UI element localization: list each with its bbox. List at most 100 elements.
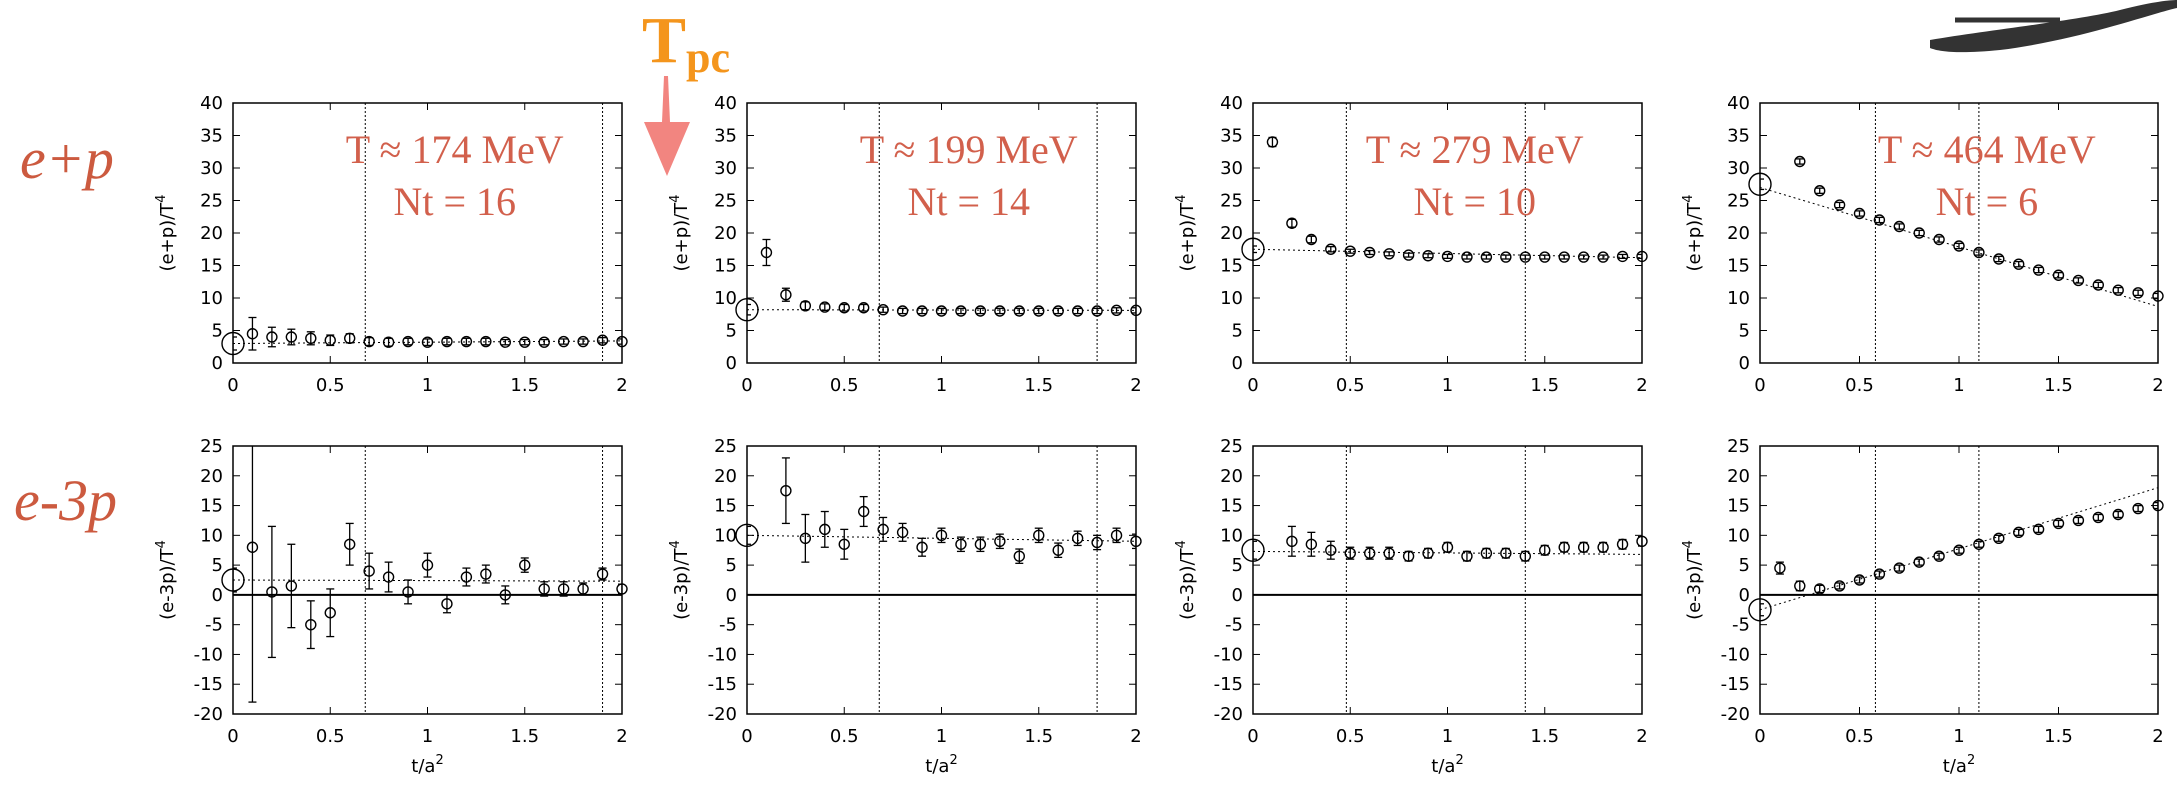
point: [324, 607, 336, 619]
y-tick-label: -20: [194, 704, 223, 725]
point: [2032, 523, 2045, 536]
plot-frame: [1759, 102, 2159, 364]
point: [1933, 233, 1945, 246]
point: [344, 332, 356, 344]
y-tick-label: 10: [714, 288, 737, 309]
y-tick-label: -5: [1225, 615, 1243, 636]
point: [1794, 580, 1806, 592]
point: [2012, 526, 2025, 539]
y-tick-label: 15: [1727, 496, 1750, 517]
x-tick-label: 1: [936, 726, 947, 747]
y-tick-label: 0: [726, 585, 737, 606]
point: [1422, 547, 1434, 559]
x-tick-label: 1.5: [1024, 726, 1053, 747]
plot-frame: [1759, 445, 2159, 715]
point: [1480, 547, 1493, 559]
x-tick-label: 0.5: [830, 726, 859, 747]
x-tick-label: 0: [741, 375, 752, 396]
y-tick-label: 15: [714, 496, 737, 517]
y-tick-label: 5: [212, 321, 223, 342]
y-tick-label: -15: [1214, 674, 1243, 695]
y-tick-label: 5: [726, 555, 737, 576]
y-tick-label: 25: [1727, 436, 1750, 457]
annotation: T ≈ 464 MeV: [1878, 127, 2096, 172]
point: [402, 586, 414, 598]
point: [1461, 251, 1473, 263]
point: [1913, 227, 1925, 239]
x-tick-label: 0.5: [1845, 375, 1874, 396]
x-tick-label: 0.5: [316, 726, 345, 747]
x-axis-label: t/a2: [1431, 753, 1463, 777]
point: [1422, 250, 1434, 262]
point: [2092, 279, 2105, 291]
y-tick-label: 25: [200, 436, 223, 457]
point: [557, 335, 570, 348]
x-label-sup: 2: [949, 753, 957, 768]
point: [955, 305, 967, 317]
x-tick-label: 2: [2152, 375, 2163, 396]
x-tick-label: 1: [936, 375, 947, 396]
panel: 0 5 10 15 20 25 30 35 40 0 0.5 1 1.5 2 (e+p)/T4 T ≈ 279…: [1174, 93, 1648, 396]
point: [460, 335, 473, 348]
point: [799, 300, 812, 312]
point: [538, 583, 550, 595]
y-tick-label: 35: [714, 126, 737, 147]
fit-line: [1760, 487, 2158, 611]
tpc-arrow: [644, 76, 690, 176]
y-tick-label: -10: [708, 644, 737, 665]
y-tick-label: -5: [1732, 615, 1750, 636]
point: [1813, 583, 1826, 595]
point: [2132, 502, 2144, 515]
point: [760, 246, 773, 259]
plot-frame: [746, 102, 1137, 364]
y-tick-label: 25: [1727, 191, 1750, 212]
annotation: T ≈ 279 MeV: [1366, 127, 1584, 172]
point: [1500, 547, 1512, 559]
y-tick-label: 15: [1220, 496, 1243, 517]
y-axis-label: (e+p)/T4: [1174, 195, 1198, 272]
x-tick-label: 1: [1442, 375, 1453, 396]
point: [2052, 269, 2065, 281]
point: [499, 589, 511, 601]
y-tick-label: 20: [200, 466, 223, 487]
plot-frame: [1252, 102, 1643, 364]
point: [460, 571, 473, 583]
plot-area: [1760, 103, 2158, 363]
plot-area: [233, 446, 622, 714]
point: [819, 523, 831, 536]
y-tick-label: 30: [200, 158, 223, 179]
y-tick-label: 40: [1727, 93, 1750, 114]
x-axis-label: t/a2: [1943, 753, 1975, 777]
x-tick-label: 0.5: [830, 375, 859, 396]
x-tick-label: 0.5: [1845, 726, 1874, 747]
point: [246, 541, 259, 553]
x-tick-label: 1.5: [2044, 726, 2073, 747]
y-tick-label: 35: [1220, 126, 1243, 147]
x-label-text: t/a: [1431, 756, 1455, 777]
point: [1993, 532, 2005, 545]
x-tick-label: 2: [1636, 375, 1647, 396]
point: [1833, 199, 1846, 211]
point: [896, 526, 909, 539]
x-tick-label: 1: [1953, 726, 1964, 747]
y-label-sup: 4: [1681, 195, 1696, 203]
y-tick-label: 10: [1220, 288, 1243, 309]
y-label-text: (e+p)/T: [1177, 202, 1198, 272]
x-tick-label: 0: [227, 726, 238, 747]
point: [1519, 550, 1532, 562]
y-tick-label: 0: [726, 353, 737, 374]
point: [1383, 547, 1395, 559]
point: [1558, 541, 1570, 553]
y-tick-label: 0: [1232, 585, 1243, 606]
y-tick-label: 40: [200, 93, 223, 114]
plot-area: [233, 103, 622, 363]
point: [1539, 251, 1551, 263]
point: [480, 335, 492, 348]
y-axis-label: (e-3p)/T4: [1681, 540, 1705, 620]
x-label-sup: 2: [1967, 753, 1975, 768]
point: [1110, 304, 1123, 317]
x-tick-label: 1: [422, 726, 433, 747]
point: [1033, 305, 1045, 317]
plot-frame: [746, 445, 1137, 715]
